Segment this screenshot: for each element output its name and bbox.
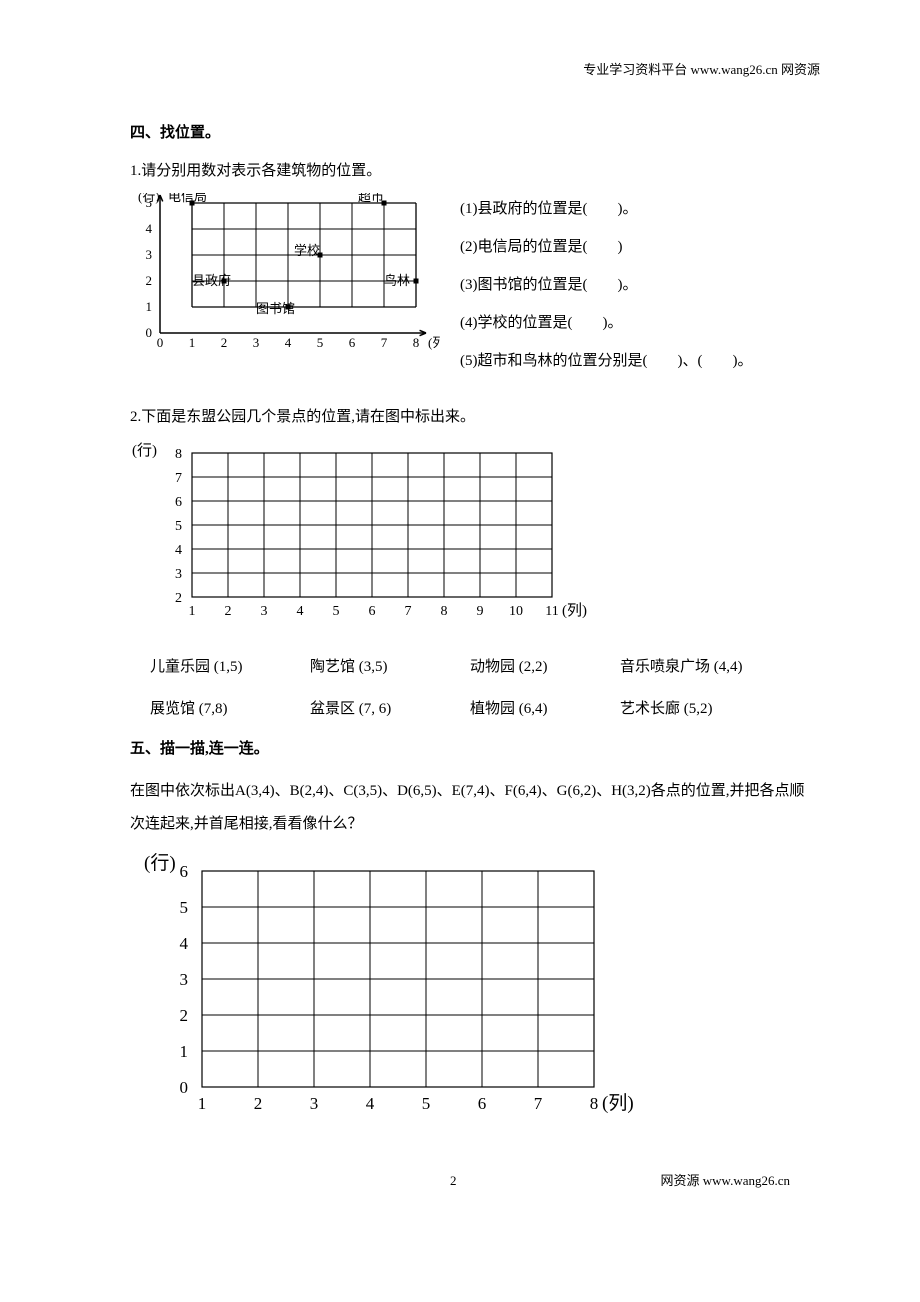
svg-text:县政府: 县政府 [192, 273, 231, 288]
svg-text:0: 0 [146, 325, 153, 340]
svg-text:1: 1 [189, 604, 196, 619]
svg-text:4: 4 [297, 604, 304, 619]
svg-text:1: 1 [180, 1042, 189, 1061]
q1-grid: 012345678012345(行)(列)电信局县政府图书馆学校超市鸟林 [130, 193, 440, 363]
svg-text:(列): (列) [428, 335, 440, 350]
svg-text:7: 7 [381, 335, 388, 350]
svg-text:3: 3 [261, 604, 268, 619]
section4-title: 四、找位置。 [130, 121, 810, 145]
q1-sub-2: (2)电信局的位置是( ) [460, 235, 752, 259]
svg-text:3: 3 [146, 247, 153, 262]
svg-text:7: 7 [175, 471, 182, 486]
svg-text:4: 4 [180, 934, 189, 953]
svg-text:(列): (列) [602, 1092, 634, 1114]
svg-text:(列): (列) [562, 602, 587, 619]
location-item: 盆景区 (7, 6) [310, 697, 470, 721]
svg-text:8: 8 [175, 447, 182, 462]
svg-text:3: 3 [180, 970, 189, 989]
svg-text:5: 5 [180, 898, 189, 917]
section5-prompt: 在图中依次标出A(3,4)、B(2,4)、C(3,5)、D(6,5)、E(7,4… [130, 775, 810, 841]
svg-text:3: 3 [310, 1094, 319, 1113]
svg-text:2: 2 [221, 335, 228, 350]
q2-locations: 儿童乐园 (1,5)陶艺馆 (3,5)动物园 (2,2)音乐喷泉广场 (4,4)… [150, 655, 810, 721]
svg-text:5: 5 [333, 604, 340, 619]
svg-text:7: 7 [405, 604, 412, 619]
q1-sub-5: (5)超市和鸟林的位置分别是( )、( )。 [460, 349, 752, 373]
svg-text:5: 5 [175, 519, 182, 534]
svg-text:8: 8 [413, 335, 420, 350]
svg-text:0: 0 [180, 1078, 189, 1097]
svg-text:超市: 超市 [358, 193, 384, 204]
svg-text:7: 7 [534, 1094, 543, 1113]
section5-title: 五、描一描,连一连。 [130, 737, 810, 761]
svg-text:2: 2 [225, 604, 232, 619]
svg-text:1: 1 [189, 335, 196, 350]
footer: 2 网资源 www.wang26.cn [130, 1171, 810, 1192]
svg-text:4: 4 [175, 543, 182, 558]
q1-sub-4: (4)学校的位置是( )。 [460, 311, 752, 335]
svg-text:学校: 学校 [294, 243, 320, 258]
location-item: 植物园 (6,4) [470, 697, 620, 721]
svg-text:5: 5 [422, 1094, 431, 1113]
location-item: 陶艺馆 (3,5) [310, 655, 470, 679]
svg-text:鸟林: 鸟林 [384, 273, 410, 288]
svg-text:3: 3 [253, 335, 260, 350]
svg-text:1: 1 [198, 1094, 207, 1113]
svg-text:4: 4 [285, 335, 292, 350]
svg-text:电信局: 电信局 [168, 193, 207, 204]
svg-text:4: 4 [366, 1094, 375, 1113]
doc-header: 专业学习资料平台 www.wang26.cn 网资源 [130, 60, 820, 81]
svg-text:6: 6 [478, 1094, 487, 1113]
location-item: 动物园 (2,2) [470, 655, 620, 679]
svg-text:6: 6 [180, 862, 189, 881]
location-item: 儿童乐园 (1,5) [150, 655, 310, 679]
location-item: 艺术长廊 (5,2) [620, 697, 800, 721]
svg-text:10: 10 [509, 604, 523, 619]
page-number: 2 [450, 1171, 457, 1192]
svg-text:1: 1 [146, 299, 153, 314]
svg-text:2: 2 [254, 1094, 263, 1113]
footer-right: 网资源 www.wang26.cn [661, 1171, 791, 1192]
svg-text:(行): (行) [138, 193, 160, 204]
svg-text:5: 5 [317, 335, 324, 350]
svg-text:2: 2 [146, 273, 153, 288]
svg-text:图书馆: 图书馆 [256, 301, 295, 316]
svg-text:(行): (行) [132, 442, 157, 459]
location-item: 展览馆 (7,8) [150, 697, 310, 721]
svg-text:9: 9 [477, 604, 484, 619]
svg-text:8: 8 [590, 1094, 599, 1113]
q1-sub-3: (3)图书馆的位置是( )。 [460, 273, 752, 297]
q1-subquestions: (1)县政府的位置是( )。 (2)电信局的位置是( ) (3)图书馆的位置是(… [460, 193, 752, 387]
svg-text:8: 8 [441, 604, 448, 619]
svg-text:2: 2 [180, 1006, 189, 1025]
q1-sub-1: (1)县政府的位置是( )。 [460, 197, 752, 221]
svg-text:2: 2 [175, 591, 182, 606]
svg-text:3: 3 [175, 567, 182, 582]
svg-text:6: 6 [175, 495, 182, 510]
svg-text:4: 4 [146, 221, 153, 236]
svg-text:11: 11 [545, 604, 558, 619]
svg-text:(行): (行) [144, 852, 176, 874]
q1-wrap: 012345678012345(行)(列)电信局县政府图书馆学校超市鸟林 (1)… [130, 193, 810, 387]
q2-grid: 12345678910112345678(行)(列) [130, 439, 810, 639]
svg-text:0: 0 [157, 335, 164, 350]
q2-prompt: 2.下面是东盟公园几个景点的位置,请在图中标出来。 [130, 405, 810, 429]
svg-text:6: 6 [349, 335, 356, 350]
location-item: 音乐喷泉广场 (4,4) [620, 655, 800, 679]
svg-text:6: 6 [369, 604, 376, 619]
q5-grid: 123456780123456(行)(列) [130, 851, 810, 1131]
q1-prompt: 1.请分别用数对表示各建筑物的位置。 [130, 159, 810, 183]
